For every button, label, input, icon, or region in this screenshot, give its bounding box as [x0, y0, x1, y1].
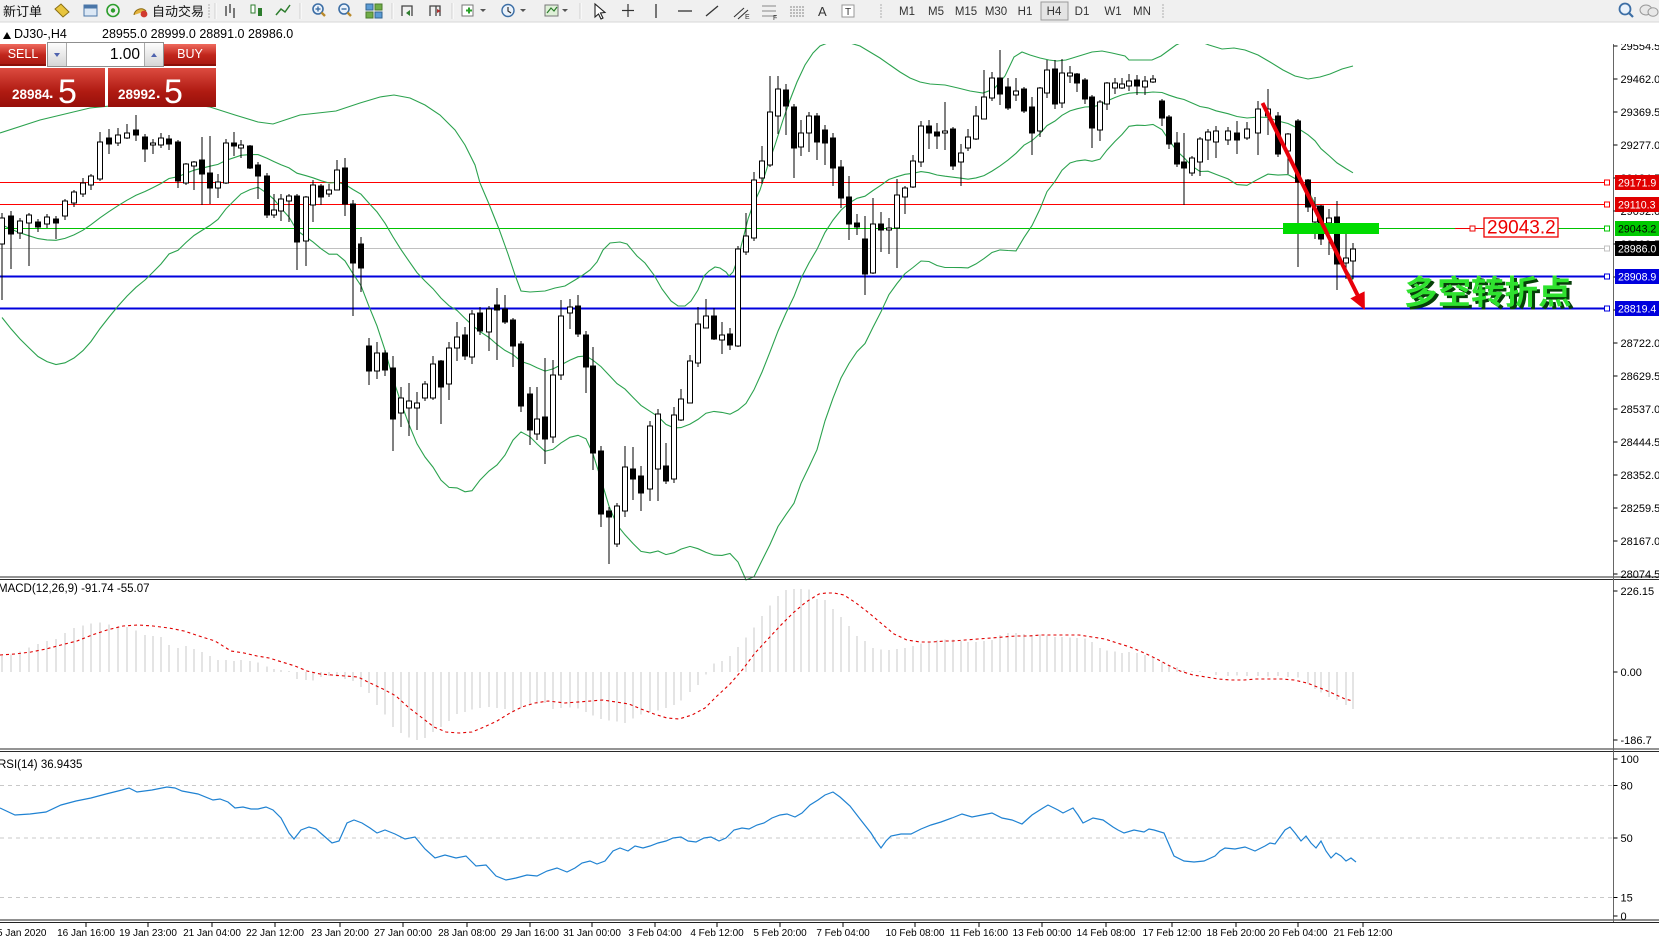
svg-text:-186.7: -186.7: [1621, 735, 1652, 747]
svg-text:0: 0: [1621, 911, 1627, 923]
svg-text:3 Feb 04:00: 3 Feb 04:00: [628, 928, 682, 939]
svg-text:19 Jan 23:00: 19 Jan 23:00: [119, 928, 177, 939]
svg-text:M5: M5: [928, 6, 944, 18]
svg-text:D1: D1: [1075, 6, 1090, 18]
svg-text:29462.0: 29462.0: [1621, 74, 1659, 86]
svg-text:RSI(14) 36.9435: RSI(14) 36.9435: [0, 759, 82, 771]
svg-text:MN: MN: [1133, 6, 1151, 18]
svg-text:22 Jan 12:00: 22 Jan 12:00: [246, 928, 304, 939]
svg-text:17 Feb 12:00: 17 Feb 12:00: [1143, 928, 1202, 939]
svg-text:H1: H1: [1018, 6, 1033, 18]
svg-text:18 Feb 20:00: 18 Feb 20:00: [1207, 928, 1266, 939]
svg-text:29043.2: 29043.2: [1487, 218, 1556, 239]
svg-text:5 Feb 20:00: 5 Feb 20:00: [753, 928, 807, 939]
svg-text:F: F: [773, 15, 777, 22]
svg-text:5 Jan 2020: 5 Jan 2020: [0, 928, 47, 939]
svg-text:27 Jan 00:00: 27 Jan 00:00: [374, 928, 432, 939]
svg-text:50: 50: [1621, 833, 1633, 845]
svg-text:W1: W1: [1104, 6, 1121, 18]
svg-text:28537.0: 28537.0: [1621, 404, 1659, 416]
svg-text:20 Feb 04:00: 20 Feb 04:00: [1269, 928, 1328, 939]
svg-text:28167.0: 28167.0: [1621, 536, 1659, 548]
svg-text:7 Feb 04:00: 7 Feb 04:00: [816, 928, 870, 939]
svg-text:H4: H4: [1047, 6, 1062, 18]
svg-text:10 Feb 08:00: 10 Feb 08:00: [886, 928, 945, 939]
svg-text:29 Jan 16:00: 29 Jan 16:00: [501, 928, 559, 939]
svg-text:M30: M30: [985, 6, 1007, 18]
svg-text:28986.0: 28986.0: [1618, 243, 1656, 255]
svg-text:28908.9: 28908.9: [1618, 271, 1656, 283]
svg-text:28259.5: 28259.5: [1621, 503, 1659, 515]
svg-text:16 Jan 16:00: 16 Jan 16:00: [57, 928, 115, 939]
svg-text:13 Feb 00:00: 13 Feb 00:00: [1013, 928, 1072, 939]
svg-text:100: 100: [1621, 754, 1639, 766]
svg-text:28629.5: 28629.5: [1621, 371, 1659, 383]
svg-text:28352.0: 28352.0: [1621, 470, 1659, 482]
svg-text:29043.2: 29043.2: [1618, 223, 1656, 235]
svg-text:29171.9: 29171.9: [1618, 177, 1656, 189]
svg-text:23 Jan 20:00: 23 Jan 20:00: [311, 928, 369, 939]
svg-text:21 Jan 04:00: 21 Jan 04:00: [183, 928, 241, 939]
svg-text:29369.5: 29369.5: [1621, 107, 1659, 119]
svg-text:29110.3: 29110.3: [1618, 199, 1656, 211]
svg-text:M1: M1: [899, 6, 915, 18]
svg-text:21 Feb 12:00: 21 Feb 12:00: [1334, 928, 1393, 939]
svg-text:28819.4: 28819.4: [1618, 303, 1656, 315]
svg-text:A: A: [818, 4, 827, 19]
svg-text:0.00: 0.00: [1621, 667, 1642, 679]
svg-text:E: E: [745, 14, 750, 21]
svg-text:T: T: [845, 7, 851, 18]
svg-text:29277.0: 29277.0: [1621, 140, 1659, 152]
svg-text:14 Feb 08:00: 14 Feb 08:00: [1077, 928, 1136, 939]
svg-text:MACD(12,26,9) -91.74 -55.07: MACD(12,26,9) -91.74 -55.07: [0, 583, 150, 595]
svg-text:28 Jan 08:00: 28 Jan 08:00: [438, 928, 496, 939]
svg-text:80: 80: [1621, 781, 1633, 793]
svg-text:4 Feb 12:00: 4 Feb 12:00: [690, 928, 744, 939]
svg-text:M15: M15: [955, 6, 977, 18]
svg-text:15: 15: [1621, 893, 1633, 905]
svg-text:11 Feb 16:00: 11 Feb 16:00: [950, 928, 1009, 939]
svg-text:28722.0: 28722.0: [1621, 338, 1659, 350]
svg-text:28444.5: 28444.5: [1621, 437, 1659, 449]
svg-text:31 Jan 00:00: 31 Jan 00:00: [563, 928, 621, 939]
svg-text:29554.5: 29554.5: [1621, 44, 1659, 53]
svg-text:28074.5: 28074.5: [1621, 569, 1659, 581]
svg-text:226.15: 226.15: [1621, 586, 1655, 598]
